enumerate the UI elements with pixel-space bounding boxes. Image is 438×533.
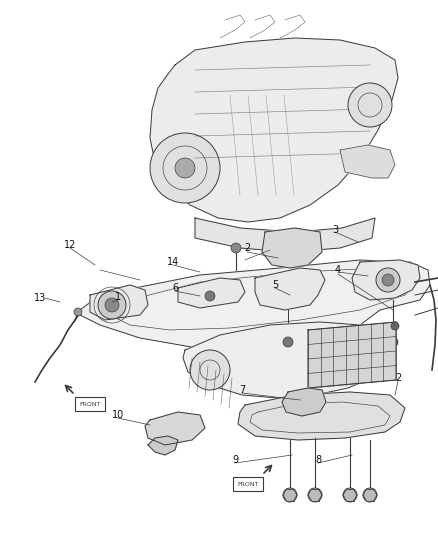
Circle shape [205, 291, 215, 301]
Text: FRONT: FRONT [237, 482, 259, 488]
Text: 10: 10 [112, 410, 124, 420]
Circle shape [175, 158, 195, 178]
Polygon shape [150, 38, 398, 222]
Polygon shape [255, 268, 325, 310]
Circle shape [105, 298, 119, 312]
Polygon shape [145, 412, 205, 445]
Polygon shape [340, 145, 395, 178]
Circle shape [190, 350, 230, 390]
FancyBboxPatch shape [75, 397, 105, 411]
Circle shape [376, 268, 400, 292]
Polygon shape [282, 388, 326, 416]
Polygon shape [195, 218, 375, 252]
Circle shape [382, 274, 394, 286]
Text: 3: 3 [332, 225, 338, 235]
Circle shape [98, 291, 126, 319]
Polygon shape [80, 260, 430, 355]
Text: 12: 12 [64, 240, 76, 250]
Circle shape [231, 243, 241, 253]
Polygon shape [183, 322, 392, 398]
Polygon shape [308, 322, 396, 388]
Text: 2: 2 [244, 243, 250, 253]
Text: 7: 7 [239, 385, 245, 395]
FancyBboxPatch shape [233, 477, 263, 491]
Circle shape [391, 322, 399, 330]
Text: 2: 2 [395, 373, 401, 383]
Circle shape [308, 488, 322, 502]
Polygon shape [178, 278, 245, 308]
Circle shape [388, 337, 398, 347]
Text: 5: 5 [272, 280, 278, 290]
Text: FRONT: FRONT [79, 402, 101, 408]
Polygon shape [262, 228, 322, 268]
Circle shape [74, 308, 82, 316]
Circle shape [283, 337, 293, 347]
Text: 13: 13 [34, 293, 46, 303]
Text: 4: 4 [335, 265, 341, 275]
Text: 6: 6 [172, 283, 178, 293]
Circle shape [363, 488, 377, 502]
Text: 1: 1 [115, 292, 121, 302]
Polygon shape [148, 436, 178, 455]
Polygon shape [238, 392, 405, 440]
Circle shape [150, 133, 220, 203]
Text: 8: 8 [315, 455, 321, 465]
Circle shape [283, 488, 297, 502]
Circle shape [343, 488, 357, 502]
Text: 9: 9 [232, 455, 238, 465]
Circle shape [348, 83, 392, 127]
Polygon shape [90, 285, 148, 320]
Text: 14: 14 [167, 257, 179, 267]
Polygon shape [352, 260, 420, 300]
